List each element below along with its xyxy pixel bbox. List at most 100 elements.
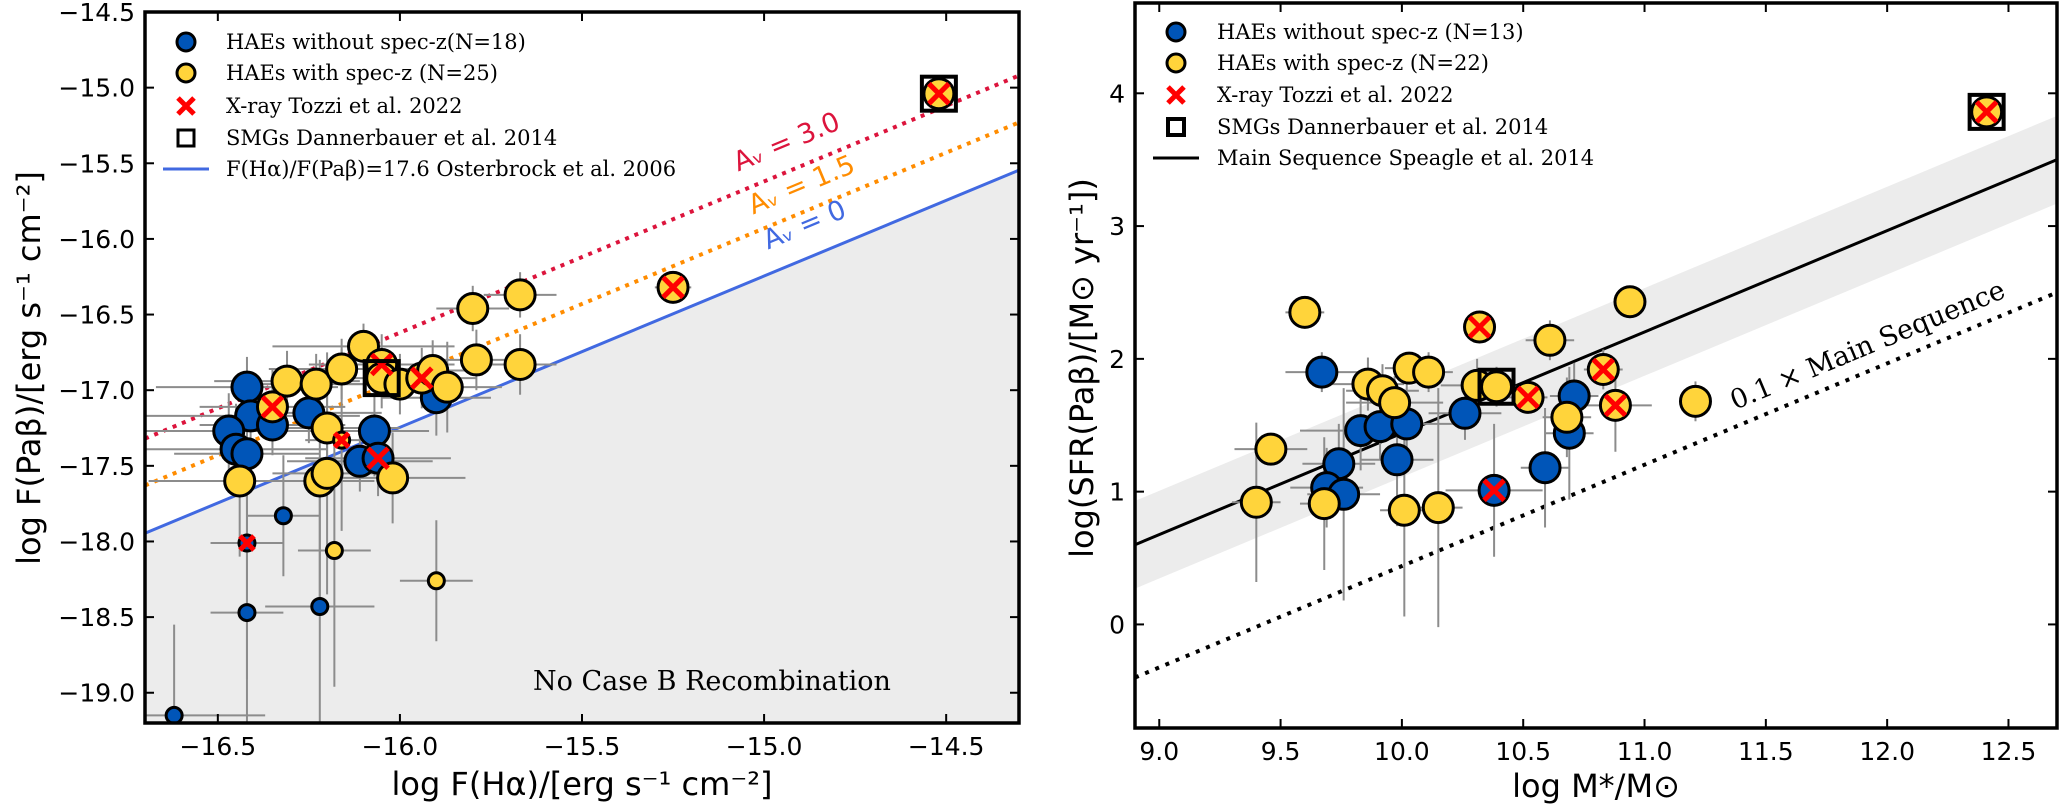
data-point-no-specz: [357, 414, 391, 448]
plot-area: [1135, 92, 2057, 680]
x-tick-label: 12.5: [1981, 737, 2037, 766]
data-point-no-specz: [1305, 355, 1339, 389]
x-tick-label: 12.0: [1859, 737, 1915, 766]
data-point-no-specz: [1528, 451, 1562, 485]
legend-label: HAEs with spec-z (N=25): [226, 61, 498, 85]
legend-label: X-ray Tozzi et al. 2022: [226, 94, 463, 118]
data-point-with-specz: [1288, 295, 1322, 329]
data-point-with-specz: [1412, 355, 1446, 389]
legend-label: X-ray Tozzi et al. 2022: [1217, 83, 1454, 107]
y-tick-label: −16.5: [58, 301, 135, 330]
xray-x-marker: [332, 431, 351, 449]
axes-frame: [1133, 1, 2059, 730]
data-point-with-specz: [1387, 493, 1421, 527]
y-tick-label: 4: [1109, 79, 1125, 108]
right-panel-sfr-mass: 9.0 9.5 10.0 10.5 11.0 11.5 12.0 12.5 0 1 2 3 4: [1109, 1, 2059, 766]
data-point-no-specz: [237, 603, 257, 623]
xray-x-marker: [1482, 478, 1506, 503]
y-tick-label: −15.0: [58, 74, 135, 103]
data-point-with-specz: [426, 571, 446, 591]
smg-square-marker: [1477, 367, 1516, 406]
smg-square-marker: [1967, 92, 2006, 131]
data-point-with-specz: [459, 343, 493, 377]
plot-area: [145, 73, 1019, 723]
xray-x-marker: [1974, 100, 1999, 124]
data-point-with-specz: [324, 541, 344, 561]
data-point-with-specz: [223, 464, 257, 498]
legend-label: Main Sequence Speagle et al. 2014: [1217, 146, 1594, 170]
main-sequence-line: [1135, 158, 2057, 547]
legend-marker-smg: [1166, 117, 1186, 137]
no-case-b-shaded-region: [145, 170, 1019, 723]
xray-x-marker: [661, 275, 685, 300]
legend-label: HAEs without spec-z (N=13): [1217, 20, 1524, 44]
smg-square-marker: [362, 359, 401, 398]
x-tick-label: −16.0: [362, 732, 439, 761]
y-tick-label: 3: [1109, 212, 1125, 241]
y-tick-label: 0: [1109, 610, 1125, 639]
y-tick-label: −17.5: [58, 452, 135, 481]
y-tick-label: −17.0: [58, 376, 135, 405]
x-tick-label: −16.5: [180, 732, 257, 761]
x-tick-label: 10.0: [1374, 737, 1430, 766]
legend-marker-no-specz: [175, 31, 197, 53]
x-tick-label: 10.5: [1495, 737, 1551, 766]
legend-marker-no-specz: [1165, 21, 1187, 43]
legend-marker-with-specz: [1165, 52, 1187, 74]
right-legend: HAEs without spec-z (N=13) HAEs with spe…: [1153, 20, 1594, 170]
data-point-with-specz: [1613, 285, 1647, 319]
data-point-with-specz: [1239, 485, 1273, 519]
left-legend: HAEs without spec-z(N=18) HAEs with spec…: [163, 30, 676, 181]
av-1.5-line: [145, 120, 1019, 488]
x-tick-label: 9.0: [1139, 737, 1179, 766]
y-tick-label: −14.5: [58, 0, 135, 27]
xray-x-marker: [1467, 315, 1492, 339]
legend-label: HAEs without spec-z(N=18): [226, 30, 526, 54]
xray-x-marker: [409, 366, 434, 390]
data-point-no-specz: [1448, 396, 1482, 430]
y-tick-label: −18.0: [58, 527, 135, 556]
data-point-with-specz: [1421, 491, 1455, 525]
legend-label: SMGs Dannerbauer et al. 2014: [226, 126, 557, 150]
xray-x-marker: [1516, 385, 1540, 410]
data-point-no-specz: [310, 597, 330, 617]
data-point-with-specz: [1550, 400, 1584, 434]
data-point-with-specz: [1678, 384, 1712, 418]
y-tick-label: −19.0: [58, 679, 135, 708]
smg-square-marker: [919, 74, 958, 113]
xray-x-marker: [260, 395, 285, 419]
data-point-with-specz: [456, 292, 490, 326]
y-tick-label: −15.5: [58, 149, 135, 178]
data-point-with-specz: [1480, 370, 1514, 404]
data-point-no-specz: [230, 437, 264, 471]
y-tick-label: −16.0: [58, 225, 135, 254]
legend-label: SMGs Dannerbauer et al. 2014: [1217, 115, 1548, 139]
x-tick-label: 11.5: [1738, 737, 1794, 766]
right-x-axis-label: log M*/M⊙: [1512, 767, 1680, 805]
data-point-with-specz: [503, 278, 537, 312]
av-3-line: [145, 73, 1019, 441]
data-point-with-specz: [376, 461, 410, 495]
legend-label: F(Hα)/F(Paβ)=17.6 Osterbrock et al. 2006: [226, 157, 676, 181]
legend-marker-xray: [176, 96, 196, 116]
data-point-with-specz: [1254, 432, 1288, 466]
xray-x-marker: [1591, 357, 1616, 382]
data-point-with-specz: [1307, 487, 1341, 521]
y-tick-label: 1: [1109, 478, 1125, 507]
data-point-with-specz: [1533, 323, 1567, 357]
right-y-axis-label: log(SFR(Paβ)/[M⊙ yr⁻¹]): [1063, 178, 1101, 558]
no-case-b-annotation: No Case B Recombination: [533, 666, 891, 697]
xray-x-marker: [366, 446, 390, 471]
data-point-no-specz: [164, 705, 184, 723]
data-point-no-specz: [273, 506, 293, 526]
data-point-with-specz: [325, 352, 359, 386]
tenth-main-sequence-line: [1135, 290, 2057, 680]
x-tick-label: 9.5: [1261, 737, 1301, 766]
left-panel-flux-comparison: −16.5 −16.0 −15.5 −15.0 −14.5 −14.5 −15.0 −15.5…: [58, 0, 1021, 761]
legend-marker-smg: [176, 128, 196, 148]
xray-x-marker: [1603, 393, 1628, 418]
left-x-axis-label: log F(Hα)/[erg s⁻¹ cm⁻²]: [391, 765, 772, 803]
data-point-no-specz: [230, 370, 264, 404]
y-tick-label: 2: [1109, 345, 1125, 374]
